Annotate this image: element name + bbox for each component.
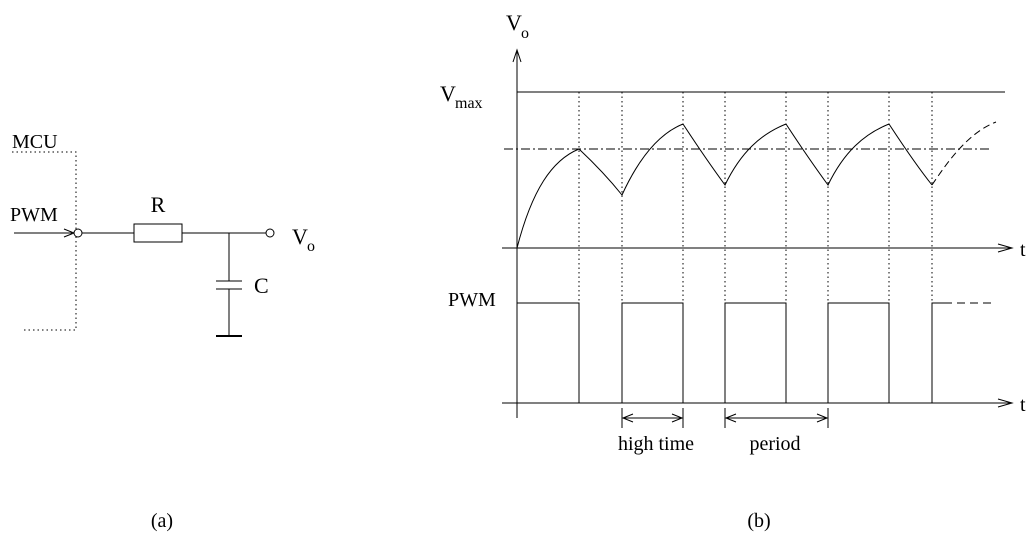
vmax-label-subscript: max bbox=[455, 95, 483, 112]
vo-waveform-continuation bbox=[931, 121, 997, 186]
bottom-time-label: t bbox=[1020, 394, 1026, 416]
vo-axis-label-subscript: o bbox=[521, 25, 529, 42]
high-time-arrowhead-right bbox=[671, 413, 684, 423]
timing-diagram: V o V max t t PWM bbox=[440, 10, 1026, 532]
bottom-time-axis-arrowhead bbox=[997, 398, 1014, 408]
input-terminal bbox=[73, 228, 83, 238]
output-terminal bbox=[265, 228, 275, 238]
top-time-axis-arrowhead bbox=[997, 243, 1014, 253]
vo-axis-label: V bbox=[506, 10, 522, 35]
output-label-subscript: o bbox=[307, 238, 315, 255]
high-time-label: high time bbox=[618, 433, 694, 455]
period-label: period bbox=[749, 433, 800, 455]
top-time-label: t bbox=[1020, 239, 1026, 261]
resistor-label: R bbox=[151, 192, 166, 217]
period-arrowhead-left bbox=[724, 413, 737, 423]
pwm-waveform bbox=[517, 302, 944, 403]
resistor bbox=[133, 223, 183, 243]
high-time-dimension bbox=[621, 408, 684, 428]
capacitor-label: C bbox=[254, 273, 269, 298]
mcu-boundary bbox=[12, 151, 77, 331]
mcu-label: MCU bbox=[12, 131, 58, 153]
period-dimension bbox=[724, 408, 829, 428]
rc-filter-circuit: MCU PWM R V o C (a) bbox=[10, 131, 315, 532]
vmax-label: V bbox=[440, 81, 456, 106]
caption-a: (a) bbox=[151, 510, 173, 532]
pwm-signal-label: PWM bbox=[448, 289, 496, 311]
period-arrowhead-right bbox=[816, 413, 829, 423]
output-label: V bbox=[292, 224, 308, 249]
high-time-arrowhead-left bbox=[621, 413, 634, 423]
vo-axis-arrowhead bbox=[512, 48, 522, 63]
caption-b: (b) bbox=[747, 510, 770, 532]
vo-waveform bbox=[516, 123, 933, 249]
pwm-input-label: PWM bbox=[10, 204, 58, 226]
